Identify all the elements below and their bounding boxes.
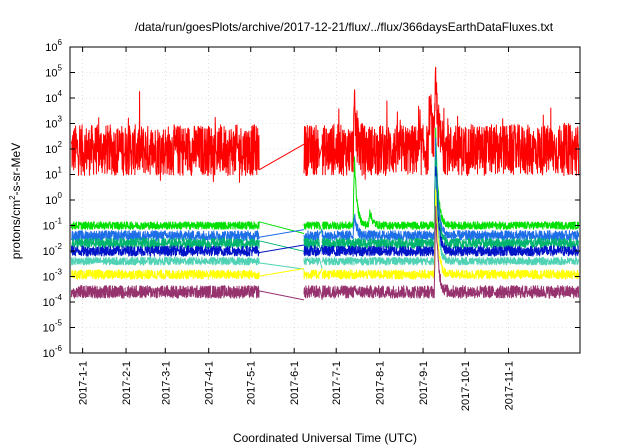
flux-series-line [70,205,580,301]
y-tick-label: 10-5 [43,319,63,335]
flux-series [70,205,580,301]
y-tick-label: 100 [45,191,62,207]
x-tick-label: 2017-5-1 [246,361,258,405]
x-tick-label: 2017-2-1 [121,361,133,405]
y-tick-label: 106 [45,38,62,54]
flux-series [70,188,580,280]
x-tick-label: 2017-11-1 [504,361,516,410]
y-axis-label: protons/cm2-s-sr-MeV [8,143,23,259]
flux-series [70,66,580,183]
x-tick-label: 2017-6-1 [289,361,301,405]
y-tick-label: 10-4 [43,293,63,309]
flux-series-line [70,188,580,280]
flux-series [70,127,580,234]
x-tick-label: 2017-8-1 [375,361,387,405]
x-tick-label: 2017-4-1 [204,361,216,405]
x-axis: 2017-1-1 2017-2-1 2017-3-1 2017-4-1 2017-5-1… [78,47,516,411]
y-tick-label: 10-6 [43,344,63,360]
x-tick-label: 2017-1-1 [78,361,90,405]
y-tick-label: 102 [45,140,62,156]
flux-series-line [70,166,580,257]
flux-series [70,166,580,257]
y-tick-label: 10-1 [43,217,63,233]
y-tick-label: 10-3 [43,268,63,284]
chart-title: /data/run/goesPlots/archive/2017-12-21/f… [135,20,554,34]
x-tick-label: 2017-3-1 [160,361,172,405]
x-tick-label: 2017-7-1 [331,361,343,405]
x-tick-label: 2017-9-1 [418,361,430,405]
flux-series-line [70,127,580,234]
y-tick-label: 104 [45,89,62,105]
y-tick-label: 105 [45,64,62,80]
y-tick-label: 10-2 [43,242,63,258]
flux-series [70,176,580,270]
y-tick-label: 103 [45,115,62,131]
plot-area [70,66,580,301]
y-tick-label: 101 [45,166,62,182]
x-tick-label: 2017-10-1 [460,361,472,411]
y-axis: 10-6 10-5 10-4 10-3 10-2 10-1 100 101 102 103 104 1… [43,38,580,360]
grid [70,47,580,353]
flux-series-line [70,66,580,183]
x-axis-label: Coordinated Universal Time (UTC) [233,431,417,445]
flux-series-line [70,176,580,270]
